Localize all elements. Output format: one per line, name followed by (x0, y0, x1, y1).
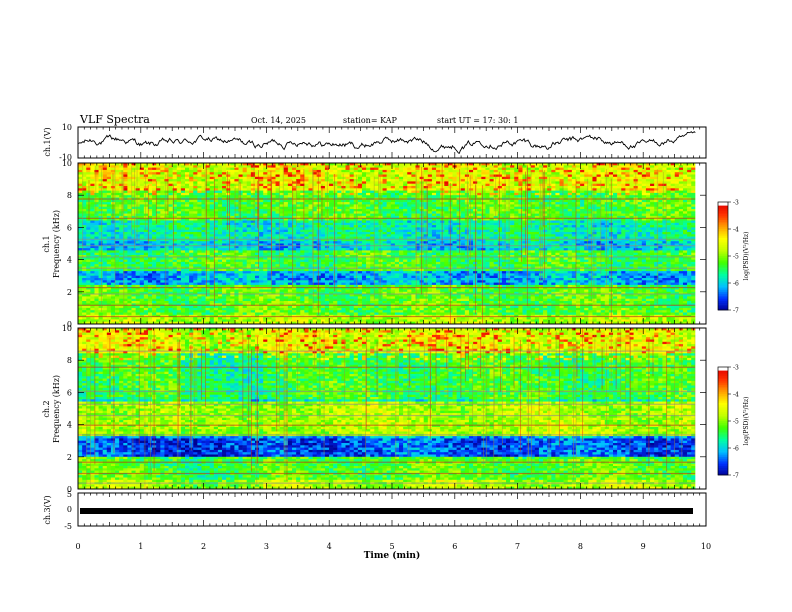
ch2-spectrogram-panel: 0 2 4 6 8 10 ch.2 Frequency (kHz) (42, 324, 707, 494)
ch1-waveform-ylabel: ch.1(V) (43, 127, 52, 156)
ch2-spectrogram-image (78, 328, 706, 490)
x-tick-label: 8 (578, 542, 583, 551)
figure-title: VLF Spectra (79, 113, 150, 126)
ch1-spectrogram-ylabel-ch: ch.1 (42, 235, 51, 252)
ch2-spectrogram-ytick: 10 (62, 324, 72, 333)
ch1-spectrogram-ticks (77, 163, 707, 324)
ch3-trace-panel: 5 0 -5 ch.3(V) (43, 490, 707, 531)
x-tick-label: 5 (389, 542, 394, 551)
ch1-spectrogram-ylabel-freq: Frequency (kHz) (52, 210, 61, 278)
ch3-ytick-mid: 0 (67, 505, 72, 514)
ch3-trace-ylabel: ch.3(V) (43, 495, 52, 524)
colorbar-tick-label: -7 (733, 473, 739, 480)
ch1-waveform-line (77, 131, 696, 154)
colorbar-label: log(PSD)(V²/Hz) (743, 232, 750, 281)
ch1-spectrogram-panel: 0 2 4 6 8 10 ch.1 Frequency (kHz) (42, 159, 707, 329)
ch3-ytick-top: 5 (67, 490, 72, 499)
ch2-spectrogram-ytick: 0 (67, 485, 72, 494)
ch3-trace-ticks (77, 493, 707, 526)
ch3-ytick-bottom: -5 (64, 522, 72, 531)
colorbar-tick-label: -3 (733, 365, 739, 372)
ch1-spectrogram-image (78, 163, 706, 325)
ch1-waveform-panel: 10 -10 ch.1(V) (43, 123, 707, 162)
ch1-colorbar: -3 -4 -5 -6 -7 log(PSD)(V²/Hz) (717, 200, 750, 315)
ch1-spectrogram-ytick: 2 (67, 288, 72, 297)
colorbar-tick-label: -7 (733, 308, 739, 315)
ch2-spectrogram-ytick: 8 (67, 356, 72, 365)
colorbar-tick-label: -4 (733, 227, 739, 234)
x-axis-ticklabels: 0 1 2 3 4 5 6 7 8 9 10 (75, 542, 711, 551)
ch2-spectrogram-ytick: 2 (67, 453, 72, 462)
ch2-spectrogram-ylabel-ch: ch.2 (42, 400, 51, 417)
station-label: station= KAP (343, 116, 398, 125)
colorbar-tick-label: -3 (733, 200, 739, 207)
ch1-waveform-ticks (77, 127, 707, 158)
ch2-spectrogram-ytick: 6 (67, 388, 72, 397)
ch3-trace-line (80, 508, 693, 514)
ch1-spectrogram-ytick: 8 (67, 191, 72, 200)
colorbar-label: log(PSD)(V²/Hz) (743, 397, 750, 446)
ch2-spectrogram-ytick: 4 (67, 421, 72, 430)
x-tick-label: 9 (641, 542, 646, 551)
x-tick-label: 7 (515, 542, 520, 551)
colorbar-tick-label: -4 (733, 392, 739, 399)
start-time-label: start UT = 17: 30: 1 (437, 116, 518, 125)
colorbar-tick-label: -5 (733, 419, 739, 426)
x-tick-label: 6 (452, 542, 457, 551)
ch1-spectrogram-ytick: 0 (67, 320, 72, 329)
ch1-ytick-top: 10 (62, 123, 72, 132)
x-tick-label: 2 (201, 542, 206, 551)
x-tick-label: 1 (138, 542, 143, 551)
ch1-spectrogram-ytick: 6 (67, 223, 72, 232)
x-tick-label: 4 (327, 542, 332, 551)
ch2-spectrogram-ylabel-freq: Frequency (kHz) (52, 375, 61, 443)
ch1-spectrogram-ytick: 4 (67, 256, 72, 265)
colorbar-tick-label: -6 (733, 446, 739, 453)
ch1-spectrogram-ytick: 10 (62, 159, 72, 168)
ch2-spectrogram-yticklabels: 0 2 4 6 8 10 (62, 324, 706, 494)
x-tick-label: 10 (701, 542, 711, 551)
ch1-ytick-bottom: -10 (59, 153, 72, 162)
x-tick-label: 3 (264, 542, 269, 551)
colorbar-tick-label: -5 (733, 254, 739, 261)
ch2-spectrogram-ticks (77, 328, 707, 489)
x-axis-label: Time (min) (364, 550, 421, 561)
x-tick-label: 0 (75, 542, 80, 551)
ch1-spectrogram-yticklabels: 0 2 4 6 8 10 (62, 159, 706, 329)
date-label: Oct. 14, 2025 (251, 116, 306, 125)
colorbar-tick-label: -6 (733, 281, 739, 288)
ch2-colorbar: -3 -4 -5 -6 -7 log(PSD)(V²/Hz) (717, 365, 750, 480)
